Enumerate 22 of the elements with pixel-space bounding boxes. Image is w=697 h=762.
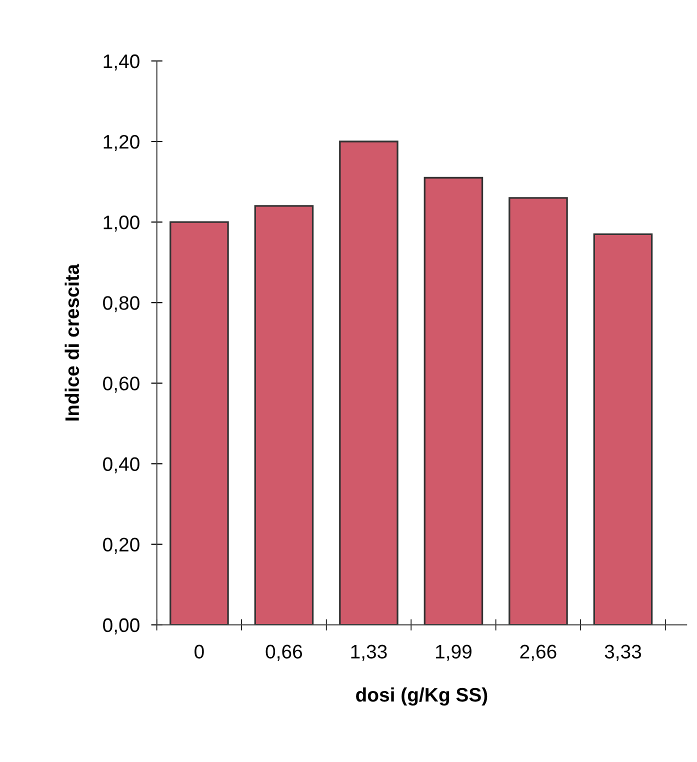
x-tick-label: 1,99 [436, 644, 472, 661]
y-tick-label: 0,00 [103, 618, 140, 634]
x-tick-label: 0 [194, 644, 204, 659]
y-tick-label: 1,40 [104, 54, 140, 70]
bar [254, 205, 314, 625]
y-axis-title: Indice di crescita [64, 264, 80, 420]
bar [424, 176, 484, 625]
x-axis-title: dosi (g/Kg SS) [356, 687, 488, 706]
y-tick-label: 0,80 [103, 296, 140, 312]
bar [593, 233, 653, 625]
x-tick-label: 2,66 [520, 644, 556, 661]
x-tick-label: 0,66 [266, 644, 302, 661]
y-tick-label: 0,20 [103, 538, 140, 554]
x-tick-label: 3,33 [604, 644, 642, 661]
y-tick-label: 1,00 [104, 216, 140, 232]
y-tick-label: 0,40 [103, 457, 140, 474]
y-tick-label: 0,60 [103, 376, 140, 393]
x-tick-label: 1,33 [351, 644, 387, 661]
y-tick-label: 1,20 [104, 134, 140, 152]
bar [339, 140, 398, 625]
bar [170, 221, 229, 625]
bar [508, 197, 568, 625]
